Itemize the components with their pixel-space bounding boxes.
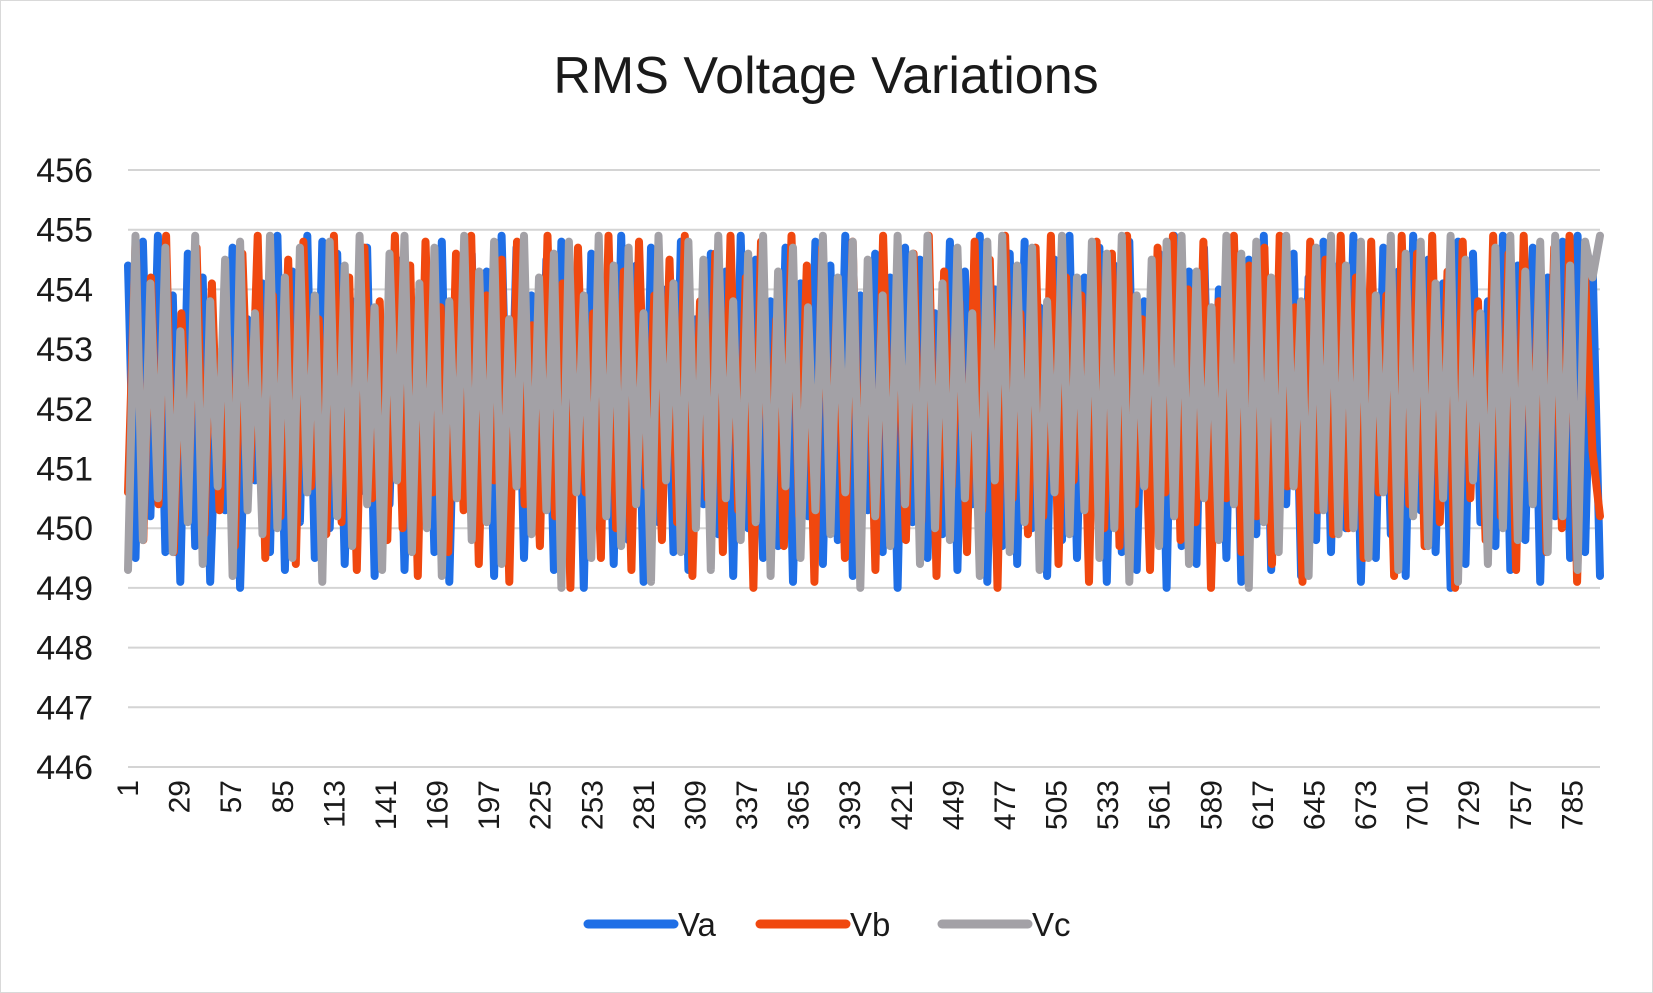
y-tick-label: 449	[36, 570, 93, 608]
x-tick-label: 365	[783, 780, 816, 830]
x-tick-label: 701	[1402, 780, 1435, 830]
x-tick-label: 561	[1144, 780, 1177, 830]
x-axis-ticks: 1 29 57 85 113 141 169 197 225 253 281 309 337 365 393…	[112, 780, 1589, 830]
legend-item-vb[interactable]: Vb	[755, 906, 890, 943]
y-tick-label: 446	[36, 749, 93, 787]
x-tick-label: 645	[1298, 780, 1331, 830]
y-tick-label: 447	[36, 689, 93, 727]
y-tick-label: 452	[36, 391, 93, 429]
legend-label: Vc	[1032, 906, 1071, 943]
x-tick-label: 617	[1247, 780, 1280, 830]
x-tick-label: 393	[834, 780, 867, 830]
legend-label: Va	[678, 906, 717, 943]
y-axis-ticks: 446 447 448 449 450 451 452 453 454 455 456	[36, 152, 93, 787]
x-tick-label: 309	[679, 780, 712, 830]
x-tick-label: 281	[628, 780, 661, 830]
x-tick-label: 85	[267, 780, 300, 813]
x-tick-label: 169	[422, 780, 455, 830]
x-tick-label: 225	[525, 780, 558, 830]
x-tick-label: 477	[989, 780, 1022, 830]
y-tick-label: 455	[36, 212, 93, 250]
legend-item-vc[interactable]: Vc	[937, 906, 1071, 943]
x-tick-label: 113	[318, 780, 351, 828]
y-tick-label: 453	[36, 331, 93, 369]
legend-label: Vb	[850, 906, 890, 943]
plot-series	[124, 231, 1604, 592]
x-tick-label: 337	[731, 780, 764, 830]
x-tick-label: 29	[164, 780, 197, 813]
y-tick-label: 450	[36, 510, 93, 548]
y-tick-label: 456	[36, 152, 93, 190]
legend[interactable]: Va Vb Vc	[583, 906, 1071, 943]
x-tick-label: 533	[1092, 780, 1125, 830]
legend-item-va[interactable]: Va	[583, 906, 717, 943]
x-tick-label: 421	[886, 780, 919, 830]
x-tick-label: 505	[1041, 780, 1074, 830]
y-tick-label: 448	[36, 630, 93, 668]
y-tick-label: 451	[36, 451, 93, 489]
y-tick-label: 454	[36, 271, 93, 309]
x-tick-label: 729	[1453, 780, 1486, 830]
x-tick-label: 197	[473, 780, 506, 830]
series-line-vc	[124, 231, 1604, 592]
x-tick-label: 449	[937, 780, 970, 830]
x-tick-label: 673	[1350, 780, 1383, 830]
x-tick-label: 1	[112, 780, 145, 797]
chart-title: RMS Voltage Variations	[553, 47, 1098, 105]
x-tick-label: 757	[1505, 780, 1538, 830]
x-tick-label: 785	[1556, 780, 1589, 830]
x-tick-label: 141	[370, 780, 403, 830]
x-tick-label: 253	[576, 780, 609, 830]
x-tick-label: 57	[215, 780, 248, 813]
x-tick-label: 589	[1195, 780, 1228, 830]
